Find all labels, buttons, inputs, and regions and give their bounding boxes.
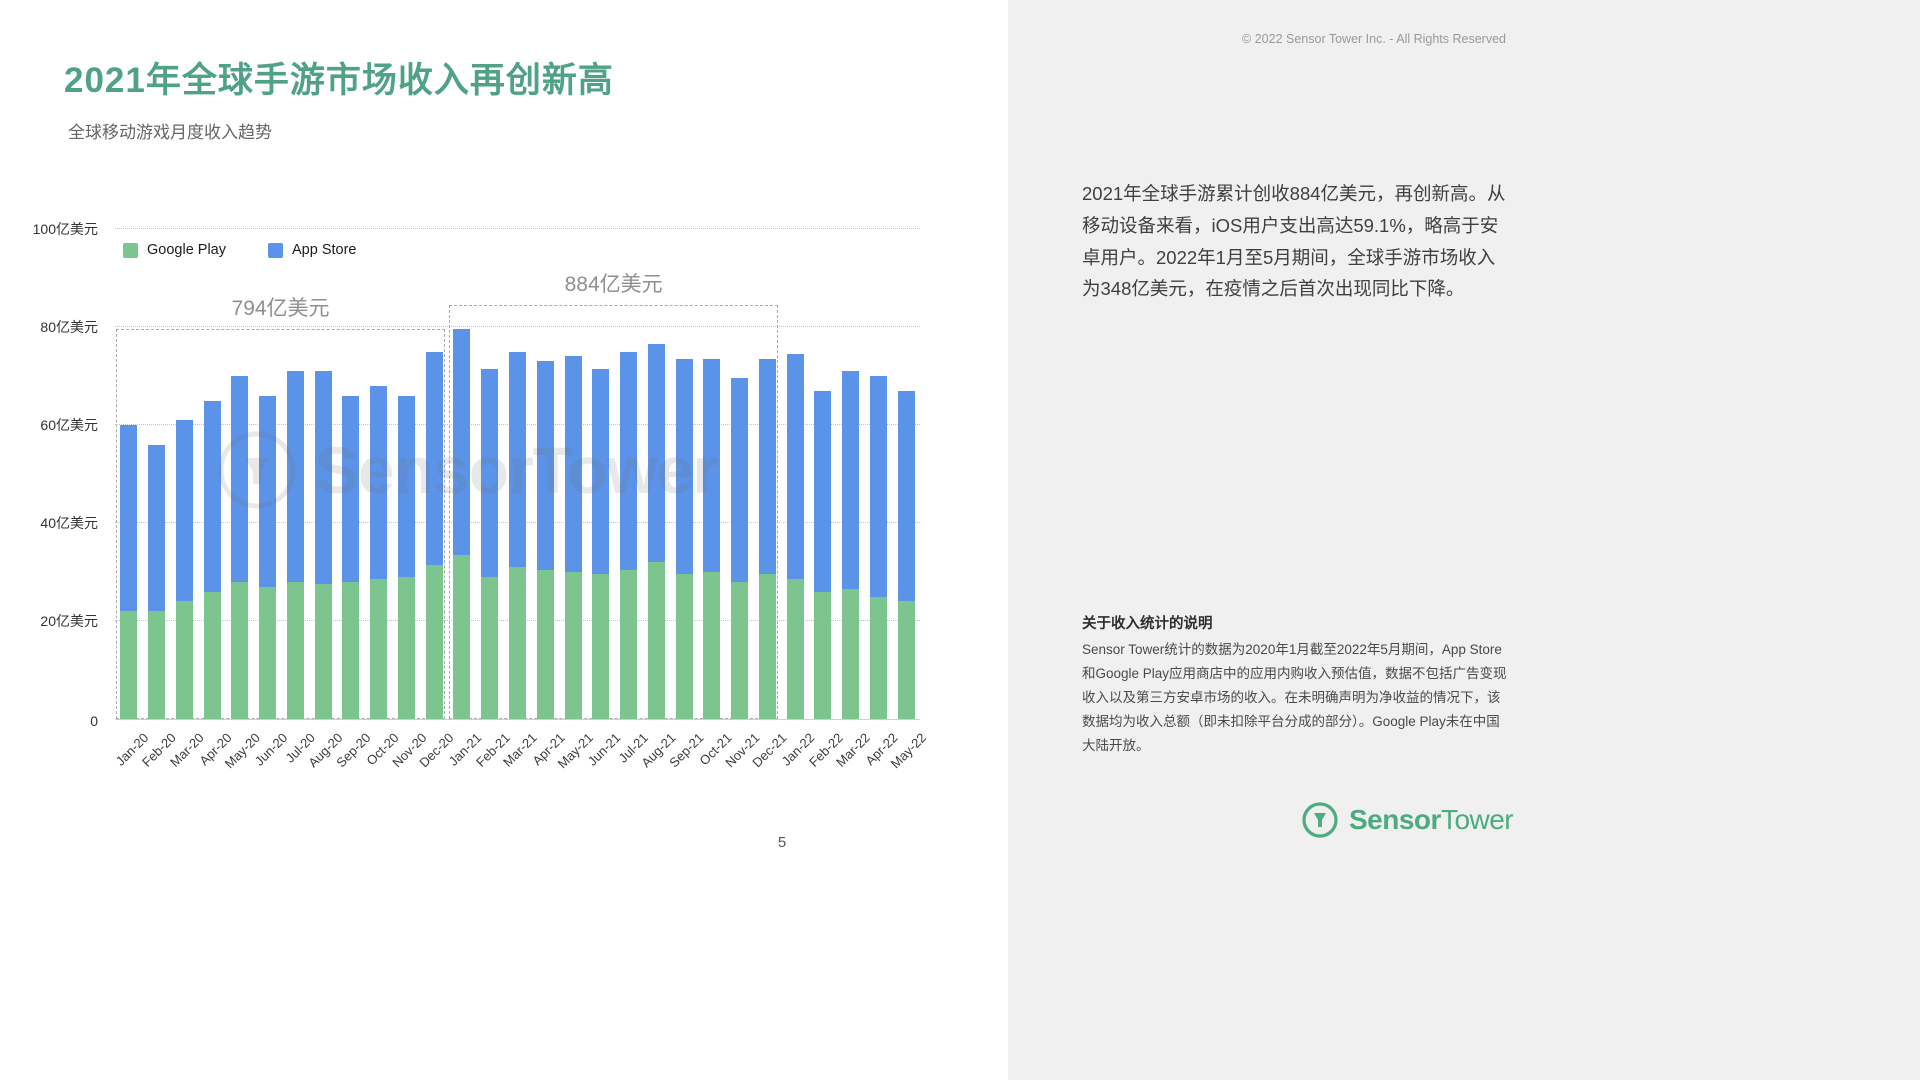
bar-app-store-May-20: [231, 376, 249, 582]
bar-google-play-Sep-20: [342, 581, 360, 719]
bar-app-store-Oct-20: [370, 385, 388, 580]
bar-google-play-Nov-20: [397, 576, 415, 719]
bar-google-play-Feb-20: [148, 611, 166, 719]
app-store-swatch-icon: [268, 242, 283, 258]
bar-app-store-May-22: [897, 390, 915, 602]
bar-app-store-Jan-21: [453, 329, 471, 555]
bar-google-play-Apr-20: [203, 591, 221, 719]
logo-text-sensor: Sensor: [1349, 804, 1441, 835]
legend-item-google-play: Google Play: [123, 242, 226, 258]
bar-app-store-Feb-21: [481, 368, 499, 577]
bar-google-play-Oct-21: [703, 572, 721, 719]
bar-app-store-Nov-20: [397, 395, 415, 577]
sensortower-logo: SensorTower: [1300, 800, 1514, 840]
bar-app-store-Dec-21: [758, 358, 776, 575]
stacked-bar-chart: Google Play App Store SensorTower 794亿美元…: [113, 228, 929, 771]
y-axis-tick-label: 100亿美元: [32, 221, 98, 237]
summary-paragraph: 2021年全球手游累计创收884亿美元，再创新高。从移动设备来看，iOS用户支出…: [1082, 183, 1506, 300]
bar-google-play-Mar-20: [175, 601, 193, 719]
y-axis-tick-label: 80亿美元: [40, 319, 98, 335]
bar-app-store-Mar-20: [175, 420, 193, 602]
page-number: 5: [777, 834, 787, 851]
annotation-box: [449, 304, 779, 719]
bar-google-play-Nov-21: [731, 581, 749, 719]
bar-google-play-Dec-20: [425, 564, 443, 719]
logo-text-tower: Tower: [1440, 804, 1514, 835]
bar-app-store-Dec-20: [425, 351, 443, 565]
sensortower-logo-text: SensorTower: [1349, 804, 1514, 836]
legend-item-app-store: App Store: [268, 242, 357, 258]
bar-app-store-Feb-20: [148, 444, 166, 612]
google-play-swatch-icon: [123, 242, 138, 258]
note-title: 关于收入统计的说明: [1082, 616, 1213, 632]
bar-app-store-Feb-22: [814, 390, 832, 592]
y-axis-tick-label: 40亿美元: [40, 515, 98, 531]
bar-google-play-May-22: [897, 601, 915, 719]
bar-google-play-Jan-21: [453, 554, 471, 719]
bar-google-play-Jun-20: [259, 586, 277, 719]
copyright-text: © 2022 Sensor Tower Inc. - All Rights Re…: [1242, 32, 1506, 46]
bar-app-store-Jan-22: [786, 353, 804, 580]
bar-app-store-Sep-21: [675, 358, 693, 575]
bar-google-play-Feb-22: [814, 591, 832, 719]
bar-app-store-Jul-21: [620, 351, 638, 570]
bar-google-play-Jan-20: [120, 611, 138, 719]
bar-google-play-Aug-20: [314, 584, 332, 719]
bar-google-play-Oct-20: [370, 579, 388, 719]
bar-app-store-May-21: [564, 356, 582, 572]
annotation-label: 794亿美元: [231, 297, 330, 321]
bar-app-store-Apr-22: [869, 376, 887, 597]
bar-app-store-Jun-21: [592, 368, 610, 575]
legend-label: Google Play: [147, 242, 226, 258]
bar-app-store-Aug-20: [314, 371, 332, 585]
bar-google-play-Jul-21: [620, 569, 638, 719]
bar-app-store-Mar-21: [509, 351, 526, 568]
bar-google-play-Apr-22: [869, 596, 887, 719]
bar-app-store-Aug-21: [647, 344, 665, 563]
note-body: Sensor Tower统计的数据为2020年1月截至2022年5月期间，App…: [1082, 642, 1507, 754]
gridline: [115, 228, 920, 229]
bar-google-play-May-20: [231, 581, 249, 719]
bar-google-play-Jul-20: [286, 581, 304, 719]
bar-app-store-Sep-20: [342, 395, 360, 582]
bar-google-play-Apr-21: [536, 569, 554, 719]
sensortower-logo-icon: [1302, 802, 1338, 838]
legend-label: App Store: [292, 242, 357, 258]
bar-google-play-Sep-21: [675, 574, 693, 719]
bar-google-play-Mar-22: [842, 589, 860, 719]
bar-google-play-May-21: [564, 572, 582, 719]
bar-app-store-Jul-20: [286, 371, 304, 582]
annotation-box: [116, 329, 446, 719]
y-axis-tick-label: 60亿美元: [40, 417, 98, 433]
page-title: 2021年全球手游市场收入再创新高: [64, 61, 614, 100]
bar-app-store-Apr-20: [203, 400, 221, 592]
bar-app-store-Jan-20: [120, 425, 138, 612]
bar-app-store-Oct-21: [703, 358, 721, 572]
bar-app-store-Apr-21: [536, 361, 554, 570]
y-axis: 0 20亿美元 40亿美元 60亿美元 80亿美元 100亿美元: [0, 221, 106, 729]
chart-legend: Google Play App Store: [123, 242, 357, 258]
bar-google-play-Jan-22: [786, 579, 804, 719]
bar-app-store-Jun-20: [259, 395, 277, 587]
bar-google-play-Aug-21: [647, 562, 665, 719]
bar-google-play-Dec-21: [758, 574, 776, 719]
bar-google-play-Feb-21: [481, 576, 499, 719]
chart-subtitle: 全球移动游戏月度收入趋势: [68, 123, 272, 142]
bar-google-play-Mar-21: [509, 567, 526, 719]
gridline: [115, 326, 920, 327]
bar-app-store-Nov-21: [731, 378, 749, 582]
y-axis-tick-label: 20亿美元: [40, 613, 98, 629]
bar-app-store-Mar-22: [842, 371, 860, 590]
bar-google-play-Jun-21: [592, 574, 610, 719]
annotation-label: 884亿美元: [564, 272, 663, 296]
sidebar-panel: © 2022 Sensor Tower Inc. - All Rights Re…: [1008, 0, 1920, 1080]
y-axis-tick-label: 0: [90, 713, 98, 729]
